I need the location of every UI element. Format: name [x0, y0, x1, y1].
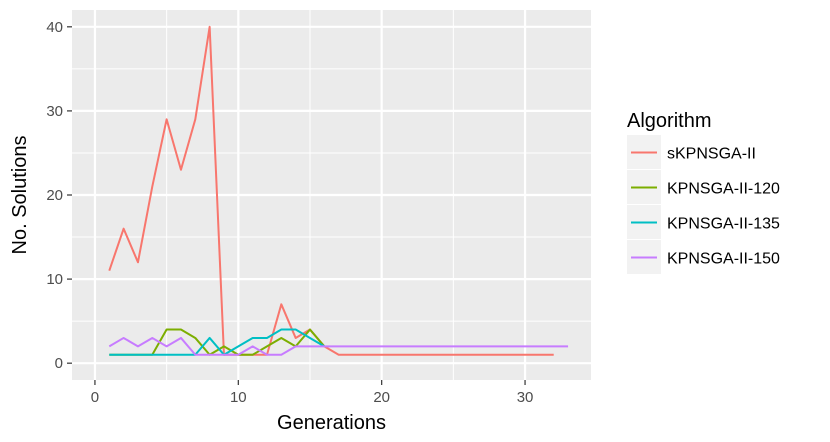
x-tick-label: 0: [91, 389, 99, 406]
y-tick-label: 20: [46, 187, 63, 204]
y-tick-label: 10: [46, 271, 63, 288]
x-tick-label: 10: [230, 389, 247, 406]
series-line-3: [109, 328, 325, 356]
legend: Algorithm sKPNSGA-II KPNSGA-II-120 KPNSGA-…: [627, 110, 780, 274]
series-line-4: [108, 336, 569, 356]
x-axis-title: Generations: [277, 412, 386, 434]
y-axis-title: No. Solutions: [9, 136, 31, 255]
legend-label: KPNSGA-II-135: [667, 216, 780, 233]
legend-label: sKPNSGA-II: [667, 146, 756, 163]
x-tick-label: 20: [373, 389, 390, 406]
legend-label: KPNSGA-II-150: [667, 251, 780, 268]
x-axis-ticks: 0 10 20 30: [91, 380, 534, 406]
legend-label: KPNSGA-II-120: [667, 181, 780, 198]
major-gridlines: [72, 10, 591, 380]
series-line-1: [108, 25, 554, 356]
y-axis-ticks: 0 10 20 30 40: [46, 19, 72, 372]
y-tick-label: 40: [46, 19, 63, 36]
legend-title: Algorithm: [627, 110, 711, 132]
y-tick-label: 30: [46, 103, 63, 120]
series-lines: [108, 25, 569, 356]
y-tick-label: 0: [55, 355, 63, 372]
x-tick-label: 30: [517, 389, 534, 406]
